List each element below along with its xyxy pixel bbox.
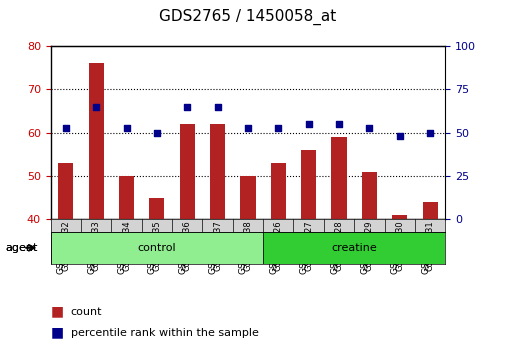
Text: ■: ■ [50, 304, 64, 319]
Text: GSM115536: GSM115536 [182, 220, 191, 271]
Text: GSM115535: GSM115535 [152, 220, 161, 271]
Text: GSM115529: GSM115529 [360, 219, 369, 274]
Text: GSM115531: GSM115531 [420, 219, 429, 274]
Bar [270, 163, 285, 219]
Point [274, 125, 282, 130]
Bar [240, 176, 255, 219]
Text: percentile rank within the sample: percentile rank within the sample [71, 328, 258, 338]
Text: GSM115537: GSM115537 [213, 220, 222, 271]
Bar [50, 232, 263, 264]
Bar [331, 137, 346, 219]
Point [213, 104, 221, 110]
Bar [179, 124, 194, 219]
Text: GSM115533: GSM115533 [91, 220, 100, 271]
Text: GSM115530: GSM115530 [394, 220, 403, 271]
Text: GSM115531: GSM115531 [425, 220, 434, 271]
Point [92, 104, 100, 110]
Bar [58, 163, 73, 219]
Point [395, 133, 403, 139]
Bar [88, 63, 104, 219]
Point [153, 130, 161, 136]
Text: count: count [71, 307, 102, 316]
Bar [149, 198, 164, 219]
Text: GSM115528: GSM115528 [334, 220, 343, 271]
Text: ■: ■ [50, 326, 64, 340]
Text: GSM115537: GSM115537 [208, 219, 217, 274]
Text: GSM115533: GSM115533 [87, 219, 96, 274]
Bar [119, 176, 134, 219]
Text: control: control [137, 243, 176, 253]
Bar [422, 202, 437, 219]
Text: GSM115527: GSM115527 [299, 219, 308, 274]
Text: agent: agent [5, 243, 37, 253]
Text: GSM115534: GSM115534 [122, 220, 131, 271]
Text: GSM115538: GSM115538 [243, 220, 252, 271]
Bar [210, 124, 225, 219]
Point [425, 130, 433, 136]
Text: GSM115528: GSM115528 [329, 219, 338, 274]
Text: creatine: creatine [331, 243, 376, 253]
Text: GSM115532: GSM115532 [57, 219, 66, 274]
Text: GSM115526: GSM115526 [273, 220, 282, 271]
Text: GSM115526: GSM115526 [269, 219, 278, 274]
Text: GSM115529: GSM115529 [364, 220, 373, 270]
Text: GSM115535: GSM115535 [147, 219, 157, 274]
Text: GDS2765 / 1450058_at: GDS2765 / 1450058_at [159, 8, 336, 25]
Bar [300, 150, 316, 219]
Bar [361, 172, 376, 219]
Bar [263, 232, 444, 264]
Bar [391, 215, 407, 219]
Point [122, 125, 130, 130]
Point [183, 104, 191, 110]
Point [334, 121, 342, 127]
Point [365, 125, 373, 130]
Text: GSM115532: GSM115532 [61, 220, 70, 271]
Point [62, 125, 70, 130]
Text: agent: agent [5, 243, 37, 253]
Text: GSM115536: GSM115536 [178, 219, 187, 274]
Text: GSM115534: GSM115534 [117, 219, 126, 274]
Text: GSM115538: GSM115538 [238, 219, 247, 274]
Text: GSM115527: GSM115527 [304, 220, 313, 271]
Text: GSM115530: GSM115530 [390, 219, 399, 274]
Point [243, 125, 251, 130]
Point [304, 121, 312, 127]
